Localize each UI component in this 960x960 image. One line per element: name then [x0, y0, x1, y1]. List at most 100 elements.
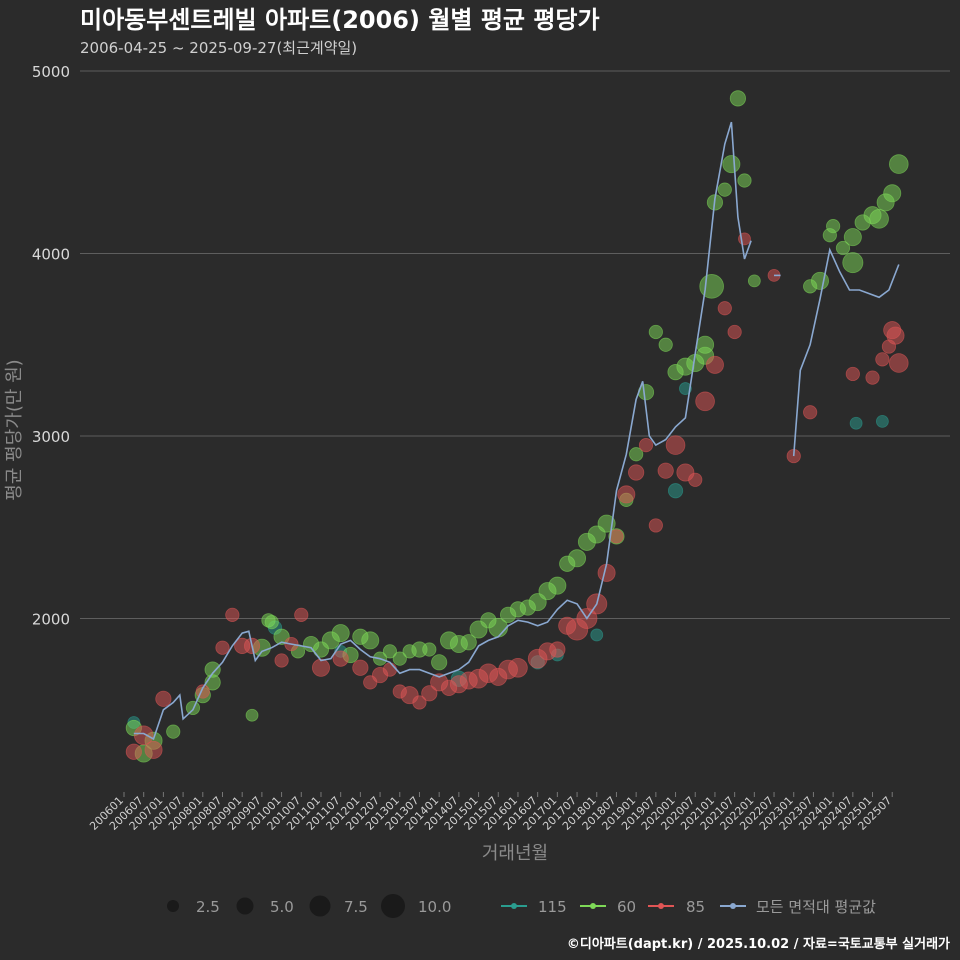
legend-key-115-dot: [511, 903, 517, 909]
point-85: [508, 657, 528, 678]
x-axis-label: 거래년월: [482, 843, 548, 864]
point-85: [803, 405, 818, 420]
point-85: [665, 435, 686, 455]
average-line-segment: [133, 121, 752, 741]
point-85: [845, 366, 860, 382]
point-85: [657, 462, 674, 479]
legend-key-avg-label: 모든 면적대 평균값: [756, 898, 876, 916]
point-115: [667, 483, 684, 499]
legend-key-85-dot: [658, 903, 664, 909]
point-115: [678, 382, 692, 395]
point-60: [717, 182, 732, 197]
legend-size-4-label: 10.0: [418, 898, 451, 916]
point-85: [617, 485, 636, 504]
point-85: [274, 653, 289, 668]
point-85: [628, 464, 645, 481]
y-tick-label: 4000: [32, 246, 70, 264]
point-60: [729, 90, 747, 107]
point-85: [609, 529, 624, 544]
point-85: [133, 725, 154, 746]
legend-size-3-label: 7.5: [344, 898, 368, 916]
point-60: [658, 337, 673, 352]
x-axis-ticks: 2006012006072007012007072008012008072009…: [87, 792, 894, 833]
point-60: [166, 724, 181, 739]
source-caption: ©디아파트(dapt.kr) / 2025.10.02 / 자료=국토교통부 실…: [567, 936, 950, 952]
legend-size-1-label: 2.5: [196, 898, 220, 916]
legend-key-60-label: 60: [617, 898, 636, 916]
point-85: [888, 353, 909, 373]
chart-subtitle: 2006-04-25 ~ 2025-09-27(최근계약일): [80, 39, 357, 57]
point-115: [875, 414, 889, 428]
point-85: [311, 658, 330, 677]
y-axis-ticks: 2000 3000 4000 5000: [32, 63, 70, 629]
point-60: [722, 155, 741, 174]
legend-key-115-label: 115: [538, 898, 567, 916]
point-60: [888, 154, 909, 174]
grid-lines: [80, 70, 950, 619]
point-60: [842, 252, 864, 274]
point-85: [727, 324, 742, 340]
point-115: [590, 628, 604, 642]
point-60: [361, 631, 380, 650]
point-85: [875, 352, 890, 367]
point-60: [737, 173, 752, 188]
legend-size-2-label: 5.0: [270, 898, 294, 916]
legend-size-3: [309, 895, 331, 917]
point-85: [648, 518, 663, 533]
point-85: [215, 640, 230, 655]
point-60: [835, 240, 851, 256]
legend-key-60-dot: [590, 903, 596, 909]
point-60: [331, 624, 350, 643]
point-60: [883, 184, 902, 203]
point-60: [843, 228, 862, 247]
point-115: [849, 416, 863, 430]
point-60: [869, 209, 889, 229]
point-60: [245, 708, 259, 722]
point-60: [629, 447, 644, 462]
legend: 2.5 5.0 7.5 10.0 115 60 85 모든 면적대 평균값: [167, 894, 876, 918]
point-85: [688, 472, 703, 487]
average-line: [133, 121, 900, 741]
point-60: [392, 651, 407, 666]
point-85: [412, 695, 427, 710]
point-60: [422, 642, 437, 657]
point-60: [460, 634, 477, 651]
point-85: [155, 690, 172, 707]
point-85: [225, 607, 240, 622]
point-85: [886, 326, 905, 345]
point-85: [638, 438, 654, 453]
point-85: [294, 607, 309, 622]
y-tick-label: 2000: [32, 611, 70, 629]
point-60: [548, 576, 567, 595]
point-85: [125, 743, 142, 760]
point-60: [382, 644, 398, 659]
average-line-segment: [792, 247, 900, 457]
point-85: [332, 650, 349, 667]
legend-size-2: [236, 897, 254, 915]
chart-title: 미아동부센트레빌 아파트(2006) 월별 평균 평당가: [80, 6, 600, 34]
point-85: [144, 740, 163, 759]
y-tick-label: 5000: [32, 63, 70, 81]
point-85: [695, 391, 715, 412]
legend-size-1: [167, 900, 179, 912]
point-60: [648, 324, 663, 340]
point-85: [382, 662, 398, 677]
y-tick-label: 3000: [32, 428, 70, 446]
y-axis-label: 평균 평당가(만 원): [4, 359, 25, 500]
point-85: [865, 370, 880, 385]
point-60: [264, 615, 279, 630]
data-points: [125, 90, 909, 763]
point-85: [717, 301, 732, 316]
point-85: [421, 685, 438, 702]
point-85: [549, 641, 566, 658]
point-60: [747, 274, 761, 288]
point-60: [568, 549, 587, 568]
point-85: [705, 355, 724, 374]
point-60: [810, 271, 829, 290]
point-60: [699, 274, 724, 299]
legend-size-4: [381, 894, 405, 918]
point-60: [431, 654, 448, 671]
legend-key-avg-dot: [730, 903, 736, 909]
point-85: [352, 659, 369, 676]
